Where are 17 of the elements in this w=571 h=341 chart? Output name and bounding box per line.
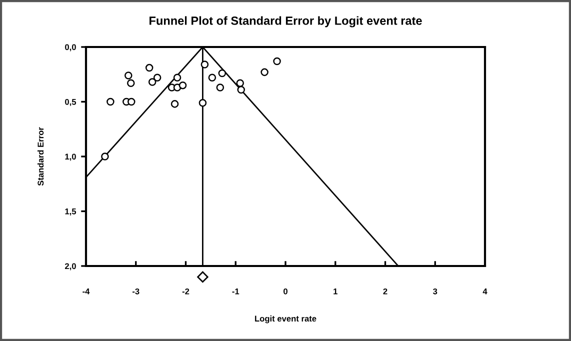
chart-title: Funnel Plot of Standard Error by Logit event rate bbox=[150, 16, 422, 28]
x-tick-label: 4 bbox=[482, 288, 488, 294]
x-tick-label: 2 bbox=[383, 288, 388, 294]
y-axis-title: Standard Error bbox=[37, 127, 44, 186]
x-tick-label: 3 bbox=[433, 288, 438, 294]
x-axis-title: Logit event rate bbox=[255, 315, 316, 324]
y-tick-label: 0,0 bbox=[65, 44, 76, 52]
x-tick-label: -3 bbox=[132, 288, 140, 294]
y-tick-label: 1,0 bbox=[65, 154, 76, 161]
y-tick-label: 0,5 bbox=[65, 98, 76, 106]
y-tick-label: 1,5 bbox=[65, 208, 76, 216]
x-tick-label: -4 bbox=[82, 288, 90, 294]
y-tick-label: 2,0 bbox=[64, 263, 76, 270]
x-tick-label: 1 bbox=[334, 288, 338, 294]
x-tick-label: 0 bbox=[284, 288, 288, 294]
x-tick-label: -2 bbox=[182, 288, 190, 294]
x-tick-label: -1 bbox=[232, 288, 240, 294]
